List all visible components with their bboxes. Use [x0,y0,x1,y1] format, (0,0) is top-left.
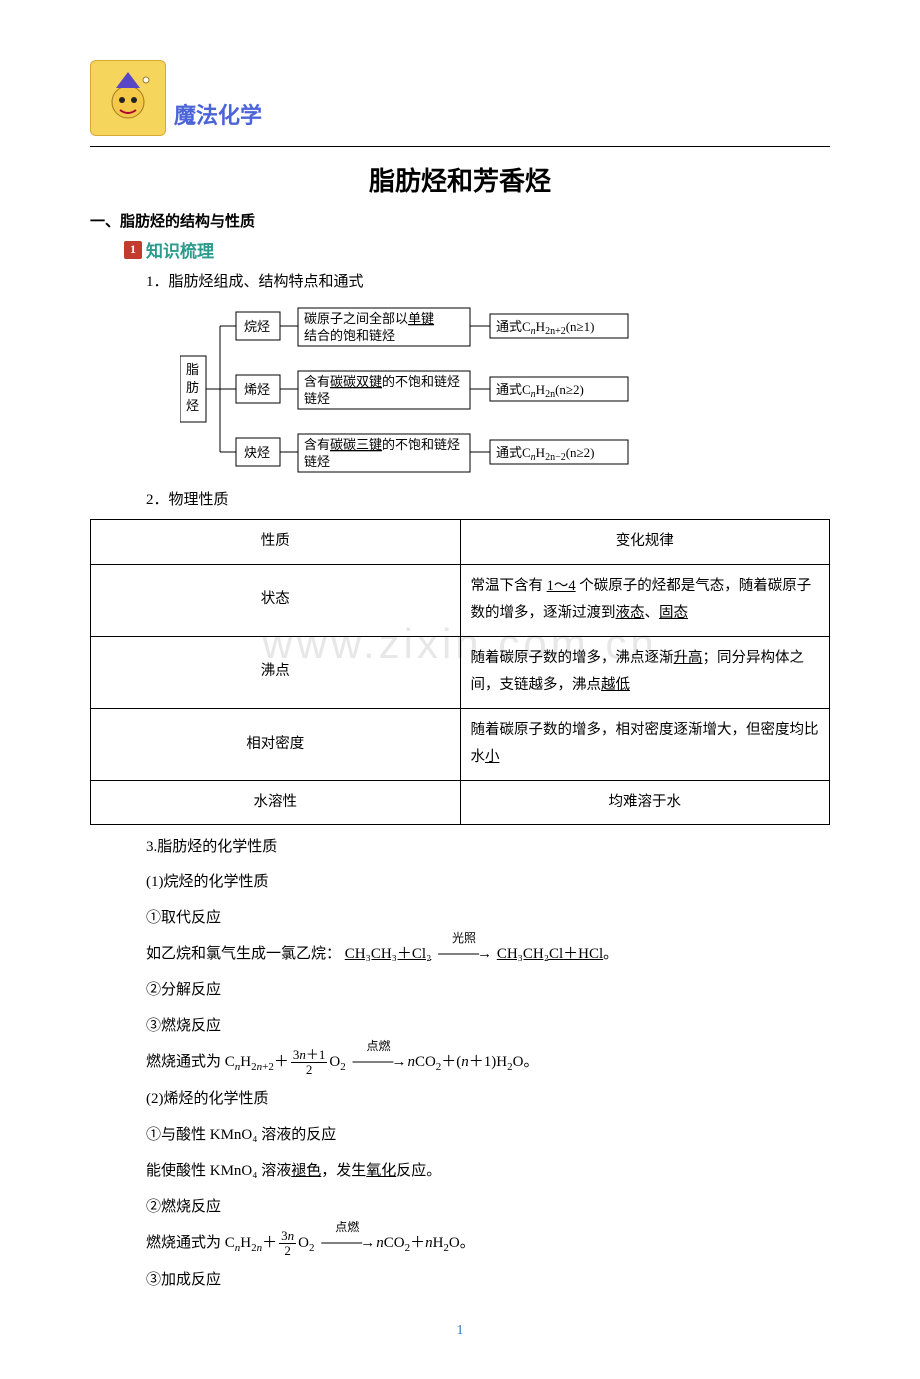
para-3-1c: ③燃烧反应 [146,1011,830,1041]
table-row: 沸点 随着碳原子数的增多，沸点逐渐升高；同分异构体之间，支链越多，沸点越低 [91,636,830,708]
svg-text:含有碳碳双键的不饱和链烃: 含有碳碳双键的不饱和链烃 [304,374,460,389]
svg-text:含有碳碳三键的不饱和链烃: 含有碳碳三键的不饱和链烃 [304,437,460,452]
table-row: 水溶性 均难溶于水 [91,780,830,825]
para-3-2c: ③加成反应 [146,1265,830,1295]
section-heading: 一、脂肪烃的结构与性质 [90,210,830,231]
para-3-2: (2)烯烃的化学性质 [146,1084,830,1114]
knowledge-link[interactable]: 1 知识梳理 [124,237,830,262]
para-3-1: (1)烷烃的化学性质 [146,867,830,897]
svg-text:烯烃: 烯烃 [244,382,270,397]
eq-combust-alkene: 燃烧通式为 CnH2n＋3n2O2 点燃———→nCO2＋nH2O。 [146,1228,830,1259]
table-row: 相对密度 随着碳原子数的增多，相对密度逐渐增大，但密度均比水小 [91,708,830,780]
logo-icon [90,60,166,136]
para-3-1b: ②分解反应 [146,975,830,1005]
eq-combust-alkane: 燃烧通式为 CnH2n+2＋3n＋12O2 点燃———→nCO2＋(n＋1)H2… [146,1047,830,1078]
row-val: 常温下含有 1～4 个碳原子的烃都是气态，随着碳原子数的增多，逐渐过渡到液态、固… [460,564,830,636]
classification-diagram: 脂 肪 烃 烷烃 碳原子之间全部以单键 结合的饱和链烃 通式CnH2n+2(n≥… [180,304,740,474]
divider [90,146,830,147]
header: 魔法化学 [90,60,830,136]
row-key: 相对密度 [91,708,461,780]
row-key: 状态 [91,564,461,636]
brand-text: 魔法化学 [174,98,262,136]
row-key: 水溶性 [91,780,461,825]
svg-text:结合的饱和链烃: 结合的饱和链烃 [304,328,395,343]
para-3-2a-desc: 能使酸性 KMnO₄ 溶液褪色，发生氧化反应。 [146,1156,830,1186]
eq-substitution: 如乙烷和氯气生成一氯乙烷： CH₃CH₃＋Cl₂ 光照———→ CH₃CH₂Cl… [146,939,830,969]
svg-text:链烃: 链烃 [304,391,330,406]
para-1-2: 2．物理性质 [146,488,830,514]
para-3-2b: ②燃烧反应 [146,1192,830,1222]
table-row: 状态 常温下含有 1～4 个碳原子的烃都是气态，随着碳原子数的增多，逐渐过渡到液… [91,564,830,636]
page-number: 1 [90,1323,830,1339]
page-title: 脂肪烃和芳香烃 [90,161,830,198]
para-3-2a: ①与酸性 KMnO₄ 溶液的反应 [146,1120,830,1150]
svg-text:脂: 脂 [186,362,199,377]
knowledge-link-label: 知识梳理 [146,237,214,262]
svg-text:肪: 肪 [186,380,199,395]
table-row: 性质 变化规律 [91,520,830,565]
svg-text:链烃: 链烃 [304,454,330,469]
svg-text:烷烃: 烷烃 [244,319,270,334]
row-key: 沸点 [91,636,461,708]
properties-table: 性质 变化规律 状态 常温下含有 1～4 个碳原子的烃都是气态，随着碳原子数的增… [90,519,830,825]
row-val: 随着碳原子数的增多，沸点逐渐升高；同分异构体之间，支链越多，沸点越低 [460,636,830,708]
svg-text:碳原子之间全部以单键: 碳原子之间全部以单键 [304,311,434,326]
row-val: 均难溶于水 [460,780,830,825]
para-1-1: 1．脂肪烃组成、结构特点和通式 [146,270,830,296]
row-val: 随着碳原子数的增多，相对密度逐渐增大，但密度均比水小 [460,708,830,780]
para-3: 3.脂肪烃的化学性质 [146,835,830,861]
th-rule: 变化规律 [460,520,830,565]
badge-icon: 1 [124,241,142,259]
th-property: 性质 [91,520,461,565]
page: 魔法化学 脂肪烃和芳香烃 一、脂肪烃的结构与性质 1 知识梳理 1．脂肪烃组成、… [0,0,920,1379]
svg-text:烃: 烃 [186,398,199,413]
svg-text:炔烃: 炔烃 [244,445,270,460]
